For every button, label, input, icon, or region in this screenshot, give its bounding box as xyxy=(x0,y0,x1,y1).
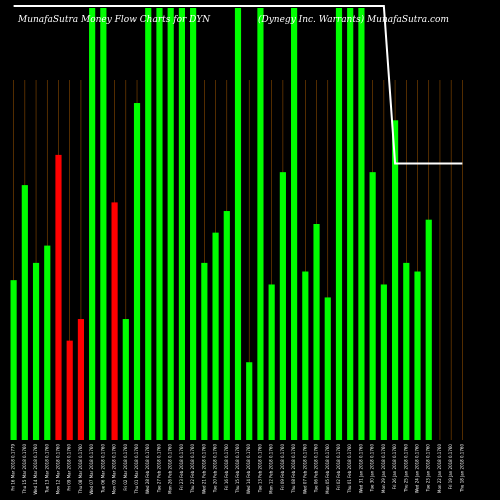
x-tick-label: Thu 01 Mar 2018 0.1760 xyxy=(134,444,139,495)
x-tick-label: Wed 31 Jan 2018 0.1760 xyxy=(358,444,363,494)
bar xyxy=(178,8,185,440)
x-tick-label: Thu 18 Jan 2018 0.1760 xyxy=(459,444,464,493)
x-tick-label: Mon 29 Jan 2018 0.1760 xyxy=(381,444,386,493)
x-tick-label: Fri 02 Mar 2018 0.1760 xyxy=(123,444,128,491)
x-tick-label: Wed 14 Feb 2018 0.1760 xyxy=(246,444,251,495)
x-tick-label: Fri 16 Mar 2018 0.1779 xyxy=(11,444,16,491)
x-tick-label: Fri 26 Jan 2018 0.1760 xyxy=(392,444,397,490)
x-tick-label: Mon 22 Jan 2018 0.1760 xyxy=(437,444,442,493)
bar xyxy=(257,8,264,440)
bar xyxy=(167,8,174,440)
x-tick-label: Wed 21 Feb 2018 0.1760 xyxy=(201,444,206,495)
x-tick-label: Thu 08 Feb 2018 0.1760 xyxy=(291,444,296,494)
x-tick-label: Fri 23 Feb 2018 0.1760 xyxy=(179,444,184,491)
x-tick-label: Mon 12 Feb 2018 0.1760 xyxy=(269,444,274,494)
bar xyxy=(358,8,365,440)
bar xyxy=(414,271,421,440)
bar xyxy=(66,340,73,440)
bar xyxy=(425,219,432,440)
x-tick-label: Fri 09 Mar 2018 0.1760 xyxy=(67,444,72,491)
bar xyxy=(10,280,17,440)
bar xyxy=(324,297,331,440)
x-tick-label: Fri 02 Feb 2018 0.1760 xyxy=(336,444,341,491)
bar xyxy=(246,362,253,440)
x-tick-label: Wed 07 Feb 2018 0.1760 xyxy=(302,444,307,495)
x-tick-labels: Fri 16 Mar 2018 0.1779 Thu 15 Mar 2018 0.… xyxy=(11,444,465,495)
x-tick-label: Tue 13 Feb 2018 0.1760 xyxy=(257,444,262,494)
x-tick-label: Tue 13 Mar 2018 0.1760 xyxy=(44,444,49,494)
bar xyxy=(201,262,208,440)
x-tick-label: Wed 24 Jan 2018 0.1760 xyxy=(415,444,420,494)
x-tick-label: Mon 12 Mar 2018 0.1760 xyxy=(55,444,60,495)
bars xyxy=(10,8,432,440)
x-tick-label: Tue 23 Jan 2018 0.1760 xyxy=(426,444,431,493)
x-tick-label: Mon 05 Feb 2018 0.1760 xyxy=(325,444,330,494)
bar xyxy=(223,211,230,440)
x-tick-label: Wed 07 Mar 2018 0.1760 xyxy=(89,444,94,495)
bar xyxy=(145,8,152,440)
bar xyxy=(347,8,354,440)
x-tick-label: Thu 25 Jan 2018 0.1760 xyxy=(403,444,408,493)
x-tick-label: Tue 27 Feb 2018 0.1760 xyxy=(156,444,161,494)
x-tick-label: Thu 01 Feb 2018 0.1760 xyxy=(347,444,352,494)
x-tick-label: Tue 06 Mar 2018 0.1760 xyxy=(100,444,105,494)
x-tick-label: Thu 22 Feb 2018 0.1760 xyxy=(190,444,195,494)
x-tick-label: Wed 28 Feb 2018 0.1760 xyxy=(145,444,150,495)
x-tick-label: Thu 15 Feb 2018 0.1760 xyxy=(235,444,240,494)
bar xyxy=(212,232,219,440)
bar xyxy=(190,8,197,440)
x-tick-label: Thu 15 Mar 2018 0.1760 xyxy=(22,444,27,495)
bar xyxy=(55,154,62,440)
price-line xyxy=(13,5,463,165)
x-tick-label: Fri 16 Feb 2018 0.1760 xyxy=(224,444,229,491)
bar xyxy=(335,8,343,440)
bar xyxy=(32,262,40,440)
x-tick-label: Thu 08 Mar 2018 0.1760 xyxy=(78,444,83,495)
bar xyxy=(21,185,28,440)
chart-title-left: MunafaSutra Money Flow Charts for DYN xyxy=(17,15,211,25)
bar xyxy=(44,245,51,440)
x-tick-label: Tue 30 Jan 2018 0.1760 xyxy=(370,444,375,493)
bar xyxy=(391,120,399,440)
bar xyxy=(77,319,85,440)
x-tick-label: Wed 14 Mar 2018 0.1760 xyxy=(33,444,38,495)
x-tick-label: Fri 19 Jan 2018 0.1760 xyxy=(448,444,453,490)
bar xyxy=(111,202,118,440)
bar xyxy=(156,8,163,440)
bar xyxy=(89,8,96,440)
bar xyxy=(369,172,376,440)
bar xyxy=(279,172,286,440)
bar xyxy=(268,284,275,440)
x-tick-label: Tue 06 Feb 2018 0.1760 xyxy=(314,444,319,494)
bar xyxy=(122,319,129,440)
bar xyxy=(313,224,320,440)
bar xyxy=(291,8,298,440)
bar xyxy=(380,284,387,440)
x-tick-label: Fri 09 Feb 2018 0.1760 xyxy=(280,444,285,491)
x-tick-label: Tue 20 Feb 2018 0.1760 xyxy=(213,444,218,494)
x-tick-label: Mon 05 Mar 2018 0.1760 xyxy=(112,444,117,495)
bar xyxy=(100,8,107,440)
bar xyxy=(133,103,141,440)
x-tick-label: Mon 26 Feb 2018 0.1760 xyxy=(168,444,173,494)
bar xyxy=(234,8,242,440)
bar xyxy=(302,271,309,440)
bar xyxy=(403,262,410,440)
price-line-group xyxy=(13,5,463,165)
chart-title-right: (Dynegy Inc. Warrants) MunafaSutra.com xyxy=(258,14,449,25)
